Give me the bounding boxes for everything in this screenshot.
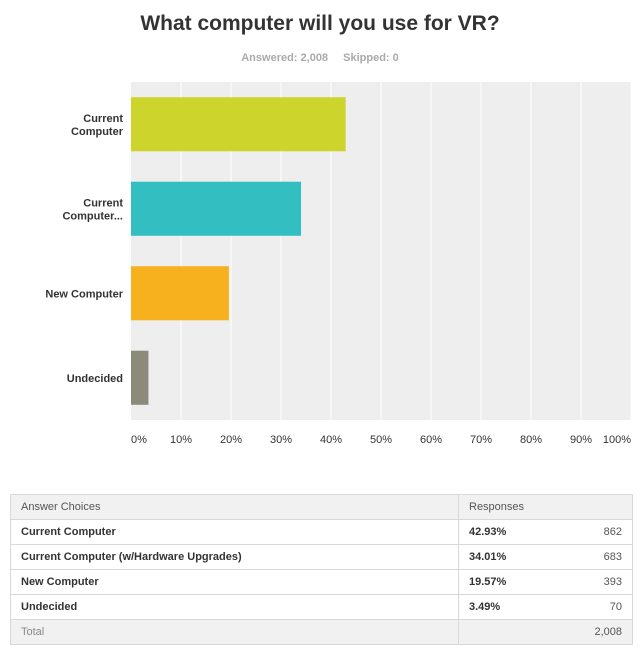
bar xyxy=(131,181,302,236)
count-cell: 393 xyxy=(548,569,633,595)
chart-title: What computer will you use for VR? xyxy=(140,12,500,35)
x-tick-label: 90% xyxy=(570,434,592,446)
table-row: Current Computer 42.93% 862 xyxy=(10,519,633,545)
answered-count: Answered: 2,008 xyxy=(241,52,329,64)
category-label: Current Computer xyxy=(71,113,124,138)
total-label: Total xyxy=(10,619,459,645)
x-axis-tick-labels: 0% 10% 20% 30% 40% 50% 60% 70% 80% 90% 100% xyxy=(131,434,631,446)
bar-chart: Current Computer Current Computer... New Com… xyxy=(45,82,632,446)
skipped-count: Skipped: 0 xyxy=(343,52,399,64)
total-spacer xyxy=(458,619,549,645)
responses-table: Answer Choices Responses Current Compute… xyxy=(10,494,633,645)
percent-cell: 34.01% xyxy=(458,544,549,570)
x-tick-label: 10% xyxy=(170,434,192,446)
bar xyxy=(131,97,346,152)
bars xyxy=(131,97,346,405)
count-cell: 683 xyxy=(548,544,633,570)
choice-cell: Current Computer (w/Hardware Upgrades) xyxy=(10,544,459,570)
category-label: Current Computer... xyxy=(62,197,123,222)
count-cell: 862 xyxy=(548,519,633,545)
category-label: New Computer xyxy=(45,288,123,300)
responses-header: Responses xyxy=(458,494,633,520)
choice-cell: New Computer xyxy=(10,569,459,595)
percent-cell: 42.93% xyxy=(458,519,549,545)
category-labels: Current Computer Current Computer... New Com… xyxy=(45,113,123,385)
x-tick-label: 20% xyxy=(220,434,242,446)
table-footer-row: Total 2,008 xyxy=(10,619,633,645)
answer-choices-header: Answer Choices xyxy=(10,494,459,520)
percent-cell: 19.57% xyxy=(458,569,549,595)
x-tick-label: 30% xyxy=(270,434,292,446)
x-tick-label: 100% xyxy=(603,434,631,446)
x-tick-label: 70% xyxy=(470,434,492,446)
x-tick-label: 0% xyxy=(131,434,147,446)
percent-cell: 3.49% xyxy=(458,594,549,620)
bar xyxy=(131,350,149,405)
x-tick-label: 50% xyxy=(370,434,392,446)
table-row: Current Computer (w/Hardware Upgrades) 3… xyxy=(10,544,633,570)
total-count: 2,008 xyxy=(548,619,633,645)
table-row: Undecided 3.49% 70 xyxy=(10,594,633,620)
choice-cell: Undecided xyxy=(10,594,459,620)
table-row: New Computer 19.57% 393 xyxy=(10,569,633,595)
x-tick-label: 80% xyxy=(520,434,542,446)
category-label: Undecided xyxy=(67,373,123,385)
x-tick-label: 40% xyxy=(320,434,342,446)
count-cell: 70 xyxy=(548,594,633,620)
table-header-row: Answer Choices Responses xyxy=(10,494,633,520)
x-tick-label: 60% xyxy=(420,434,442,446)
response-stats: Answered: 2,008 Skipped: 0 xyxy=(0,52,640,64)
bar xyxy=(131,266,229,321)
choice-cell: Current Computer xyxy=(10,519,459,545)
